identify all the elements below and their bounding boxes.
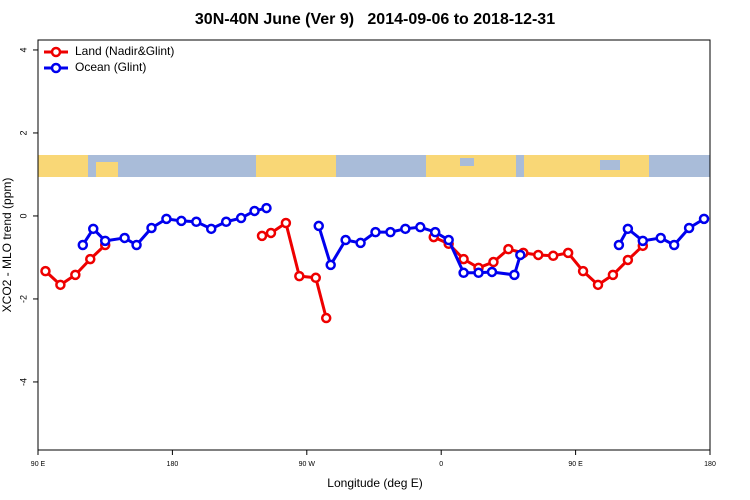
data-point	[261, 202, 272, 214]
legend-marker	[50, 46, 62, 58]
data-point	[655, 232, 666, 244]
data-point	[119, 232, 130, 244]
data-point	[547, 250, 559, 262]
data-point	[205, 223, 217, 235]
y-tick-label: 0	[18, 213, 28, 218]
data-point	[249, 205, 260, 217]
data-point	[220, 216, 232, 228]
data-point	[668, 239, 680, 251]
legend-marker	[50, 62, 62, 74]
data-point	[146, 222, 157, 234]
map-strip	[38, 155, 710, 177]
data-point	[310, 272, 322, 284]
data-point	[698, 213, 710, 225]
data-point	[280, 217, 292, 229]
data-point	[191, 216, 202, 228]
data-point	[55, 279, 66, 291]
data-point	[562, 247, 574, 259]
data-point	[607, 269, 619, 281]
y-tick-label: 2	[18, 130, 28, 135]
data-point	[313, 220, 324, 232]
series-line	[81, 206, 705, 277]
data-point	[400, 223, 411, 235]
chart-title: 30N-40N June (Ver 9) 2014-09-06 to 2018-…	[195, 11, 555, 28]
plot-frame	[37, 39, 711, 451]
data-point	[77, 239, 89, 251]
data-point	[320, 312, 332, 324]
data-point	[385, 226, 396, 238]
data-point	[325, 259, 336, 271]
data-point	[256, 230, 268, 242]
legend-label: Ocean (Glint)	[75, 60, 146, 74]
data-point	[592, 279, 604, 291]
data-point	[488, 256, 499, 268]
data-point	[458, 267, 469, 279]
y-tick-label: -4	[18, 378, 28, 386]
data-point	[622, 223, 634, 235]
data-point	[70, 269, 81, 281]
y-axis-label: XCO2 - MLO trend (ppm)	[0, 178, 14, 313]
data-point	[99, 235, 111, 247]
data-point	[176, 215, 187, 227]
x-tick-label: 90 W	[299, 461, 316, 468]
data-point	[503, 243, 514, 255]
x-tick-label: 180	[167, 461, 179, 468]
data-point	[88, 223, 99, 235]
data-point	[637, 235, 649, 247]
data-point	[161, 213, 172, 225]
data-point	[131, 239, 142, 251]
data-point	[509, 269, 520, 281]
data-point	[429, 226, 441, 238]
data-point	[533, 249, 544, 261]
x-axis-label: Longitude (deg E)	[327, 476, 422, 490]
x-tick-label: 0	[439, 461, 443, 468]
data-point	[370, 226, 381, 238]
y-tick-label: 4	[18, 47, 28, 52]
data-point	[473, 267, 484, 279]
x-tick-label: 180	[704, 461, 716, 468]
data-point	[355, 237, 366, 249]
data-point	[340, 234, 351, 246]
data-point	[683, 222, 695, 234]
data-point	[85, 253, 96, 265]
data-point	[515, 249, 526, 261]
data-point	[294, 270, 305, 282]
data-point	[622, 254, 634, 266]
x-tick-label: 90 E	[31, 461, 46, 468]
data-point	[415, 221, 426, 233]
data-point	[443, 234, 454, 246]
data-point	[577, 265, 589, 277]
data-point	[486, 266, 498, 278]
data-point	[613, 239, 625, 251]
data-point	[235, 212, 247, 224]
data-point	[458, 253, 469, 265]
y-tick-label: -2	[18, 295, 28, 303]
legend-label: Land (Nadir&Glint)	[75, 44, 174, 58]
data-point	[40, 265, 51, 277]
x-tick-label: 90 E	[568, 461, 583, 468]
data-point	[265, 227, 277, 239]
